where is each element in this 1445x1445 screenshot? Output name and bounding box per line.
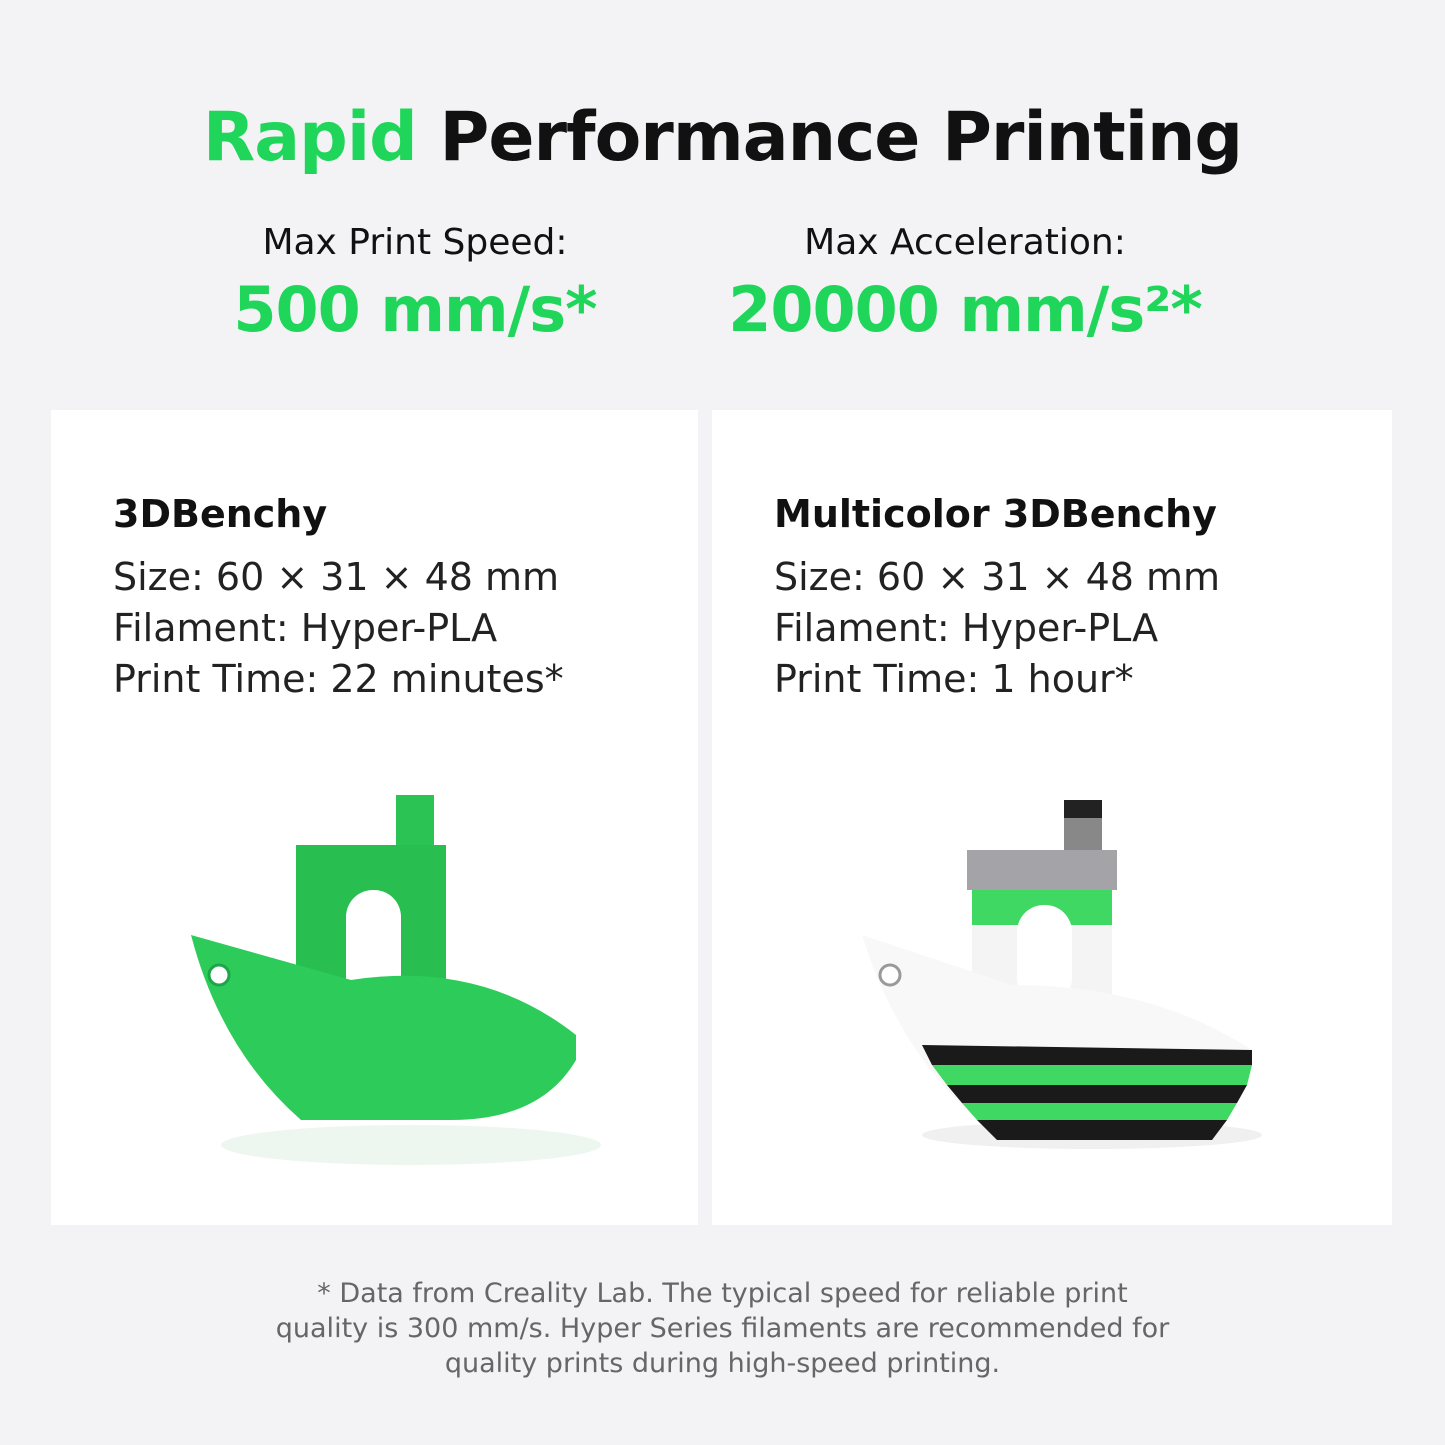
multicolor-benchy-image	[862, 800, 1262, 1149]
card-size: Size: 60 × 31 × 48 mm	[113, 555, 560, 599]
page-title: Rapid Performance Printing	[0, 98, 1445, 177]
footnote: * Data from Creality Lab. The typical sp…	[0, 1276, 1445, 1381]
green-benchy-image	[191, 795, 601, 1165]
card-benchy: 3DBenchy Size: 60 × 31 × 48 mm Filament:…	[51, 410, 698, 1225]
card-print-time: Print Time: 22 minutes*	[113, 657, 564, 701]
card-filament: Filament: Hyper-PLA	[113, 606, 498, 650]
card-name: 3DBenchy	[113, 492, 328, 536]
stat-value: 20000 mm/s²*	[728, 273, 1203, 346]
title-accent: Rapid	[202, 98, 418, 177]
title-rest: Performance Printing	[439, 98, 1244, 177]
footnote-line: * Data from Creality Lab. The typical sp…	[317, 1278, 1128, 1309]
stat-acceleration: Max Acceleration: 20000 mm/s²*	[680, 222, 1250, 346]
card-name: Multicolor 3DBenchy	[774, 492, 1217, 536]
footnote-line: quality prints during high-speed printin…	[444, 1348, 1001, 1379]
stat-label: Max Acceleration:	[804, 222, 1126, 263]
card-multicolor-benchy: Multicolor 3DBenchy Size: 60 × 31 × 48 m…	[712, 410, 1392, 1225]
card-filament: Filament: Hyper-PLA	[774, 606, 1159, 650]
stat-value: 500 mm/s*	[233, 273, 597, 346]
footnote-line: quality is 300 mm/s. Hyper Series filame…	[275, 1313, 1170, 1344]
card-size: Size: 60 × 31 × 48 mm	[774, 555, 1221, 599]
stat-print-speed: Max Print Speed: 500 mm/s*	[195, 222, 635, 346]
stat-label: Max Print Speed:	[262, 222, 568, 263]
card-print-time: Print Time: 1 hour*	[774, 657, 1134, 701]
